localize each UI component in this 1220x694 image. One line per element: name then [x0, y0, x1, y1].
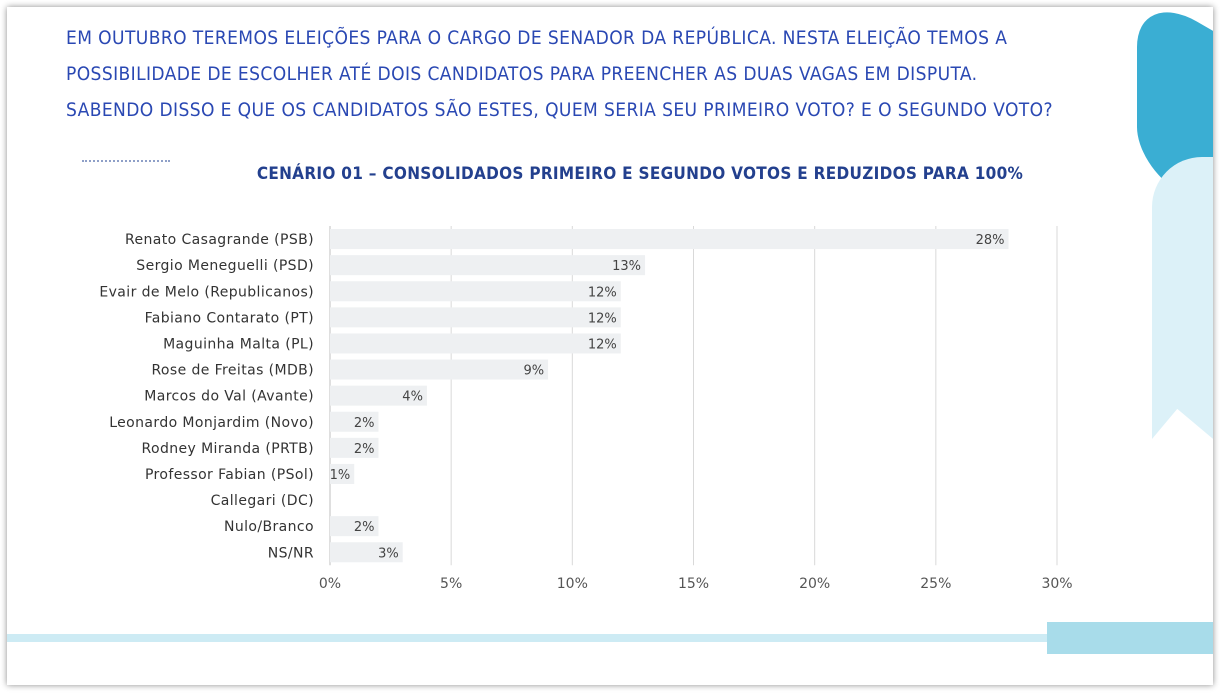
category-label-10: Callegari (DC) — [211, 493, 314, 509]
decor-bottom-block — [1047, 622, 1213, 654]
category-label-11: Nulo/Branco — [224, 519, 314, 535]
value-label-9: 1% — [330, 468, 351, 483]
category-label-0: Renato Casagrande (PSB) — [125, 232, 314, 248]
question-line-1: EM OUTUBRO TEREMOS ELEIÇÕES PARA O CARGO… — [66, 27, 1008, 49]
bar-2 — [330, 281, 621, 302]
bar-1 — [330, 255, 646, 276]
x-tick-label-0: 0% — [319, 576, 341, 592]
category-label-8: Rodney Miranda (PRTB) — [142, 441, 315, 457]
x-tick-label-5: 5% — [440, 576, 462, 592]
bar-3 — [330, 307, 621, 328]
question-line-2: POSSIBILIDADE DE ESCOLHER ATÉ DOIS CANDI… — [66, 63, 978, 85]
x-tick-label-15: 15% — [678, 576, 709, 592]
value-label-0: 28% — [976, 233, 1005, 248]
x-tick-label-30: 30% — [1041, 576, 1072, 592]
category-label-4: Maguinha Malta (PL) — [163, 336, 314, 352]
category-label-3: Fabiano Contarato (PT) — [145, 310, 314, 326]
value-label-11: 2% — [354, 520, 375, 535]
chart-title: CENÁRIO 01 – CONSOLIDADOS PRIMEIRO E SEG… — [256, 164, 1024, 184]
category-label-6: Marcos do Val (Avante) — [144, 389, 314, 405]
bar-12 — [330, 542, 403, 563]
value-label-5: 9% — [523, 364, 544, 379]
question-line-3: SABENDO DISSO E QUE OS CANDIDATOS SÃO ES… — [66, 99, 1053, 121]
bar-0 — [330, 229, 1009, 250]
bar-8 — [330, 437, 379, 458]
value-label-7: 2% — [354, 416, 375, 431]
decor-bottom-line — [7, 634, 1157, 642]
value-label-4: 12% — [588, 337, 617, 352]
value-label-2: 12% — [588, 285, 617, 300]
value-label-6: 4% — [402, 390, 423, 405]
value-label-8: 2% — [354, 442, 375, 457]
value-label-1: 13% — [612, 259, 641, 274]
bar-5 — [330, 359, 549, 380]
bar-11 — [330, 516, 379, 537]
category-label-5: Rose de Freitas (MDB) — [151, 363, 314, 379]
x-tick-label-25: 25% — [920, 576, 951, 592]
bar-4 — [330, 333, 621, 354]
question-text: EM OUTUBRO TEREMOS ELEIÇÕES PARA O CARGO… — [66, 20, 1086, 128]
category-label-1: Sergio Meneguelli (PSD) — [136, 258, 314, 274]
category-label-12: NS/NR — [268, 545, 314, 561]
category-label-7: Leonardo Monjardim (Novo) — [109, 415, 314, 431]
bar-6 — [330, 385, 427, 406]
dotted-divider — [82, 160, 170, 162]
category-label-9: Professor Fabian (PSol) — [145, 467, 314, 483]
value-label-3: 12% — [588, 311, 617, 326]
x-tick-label-10: 10% — [557, 576, 588, 592]
bar-9 — [330, 463, 355, 484]
value-label-12: 3% — [378, 546, 399, 561]
x-tick-label-20: 20% — [799, 576, 830, 592]
category-label-2: Evair de Melo (Republicanos) — [99, 284, 314, 300]
bar-7 — [330, 411, 379, 432]
